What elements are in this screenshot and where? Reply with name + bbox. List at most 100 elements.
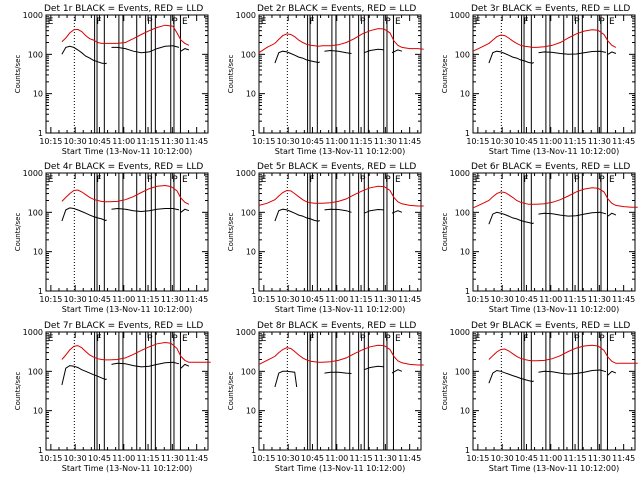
interval-flag-letter: P [360, 17, 366, 27]
x-tick-label: 11:15 [564, 454, 587, 463]
panel-title: Det 6r BLACK = Events, RED = LLD [471, 162, 630, 172]
y-tick-label: 1000 [236, 328, 256, 337]
interval-flag-letter: P [147, 334, 153, 344]
interval-flag-letter: E [475, 17, 481, 27]
plot-frame [472, 14, 636, 134]
y-tick-label: 100 [241, 208, 256, 217]
x-tick-label: 10:30 [491, 137, 514, 146]
interval-flag-letter: P [599, 175, 605, 185]
x-tick-label: 10:45 [301, 454, 324, 463]
events-series-line [111, 45, 180, 54]
y-tick-label: 1 [465, 129, 470, 138]
y-axis-label: Counts/sec [441, 55, 449, 94]
interval-flag-letter: E [395, 17, 401, 27]
y-tick-label: 100 [241, 367, 256, 376]
plot-frame [472, 172, 636, 292]
lld-series-line [472, 187, 638, 209]
interval-flag-letter: P [147, 17, 153, 27]
interval-flag-letter: P [147, 175, 153, 185]
events-series-line [391, 210, 403, 214]
x-tick-label: 11:30 [374, 454, 397, 463]
events-series-line [180, 208, 190, 213]
interval-flag-letter: E [261, 334, 267, 344]
interval-flag-letter: F [309, 175, 314, 185]
x-tick-label: 10:30 [491, 295, 514, 304]
x-tick-label: 10:15 [39, 295, 62, 304]
events-series-line [61, 45, 107, 65]
events-series-line [538, 369, 607, 375]
x-tick-label: 10:30 [277, 454, 300, 463]
events-series-line [324, 371, 352, 374]
x-tick-label: 10:45 [88, 137, 111, 146]
x-axis-label: Start Time (13-Nov-11 10:12:00) [62, 464, 192, 473]
lld-series-line [258, 28, 424, 54]
interval-flag-letter: P [360, 334, 366, 344]
x-tick-label: 11:00 [112, 295, 135, 304]
interval-flag-letter: P [574, 17, 580, 27]
x-tick-label: 11:30 [374, 137, 397, 146]
events-series-line [111, 361, 180, 368]
x-axis-label: Start Time (13-Nov-11 10:12:00) [275, 305, 405, 314]
x-tick-label: 11:15 [350, 137, 373, 146]
x-tick-label: 10:30 [64, 454, 87, 463]
y-tick-label: 100 [455, 208, 470, 217]
panel-title: Det 2r BLACK = Events, RED = LLD [257, 4, 416, 14]
y-axis-label: Counts/sec [14, 372, 22, 411]
events-series-line [274, 50, 320, 64]
interval-flag-letter: E [48, 17, 54, 27]
interval-flag-letter: F [309, 17, 314, 27]
interval-flag-letter: F [96, 17, 101, 27]
interval-flag-letter: P [599, 17, 605, 27]
x-tick-label: 11:30 [161, 137, 184, 146]
x-tick-label: 11:00 [112, 137, 135, 146]
y-tick-label: 1000 [23, 328, 43, 337]
interval-flag-letter: E [182, 17, 188, 27]
y-axis-label: Counts/sec [227, 55, 235, 94]
panel-grid: Det 1r BLACK = Events, RED = LLD 1 10 100 10… [14, 4, 638, 473]
lld-series-line [472, 29, 617, 52]
y-tick-label: 1 [251, 287, 256, 296]
detector-panel: Det 7r BLACK = Events, RED = LLD 1 10 100 10… [14, 321, 211, 473]
x-tick-label: 10:30 [64, 137, 87, 146]
interval-flag-letter: P [385, 334, 391, 344]
panel-title: Det 3r BLACK = Events, RED = LLD [471, 4, 630, 14]
x-axis-label: Start Time (13-Nov-11 10:12:00) [62, 305, 192, 314]
y-axis-label: Counts/sec [441, 213, 449, 252]
interval-flag-letter: P [360, 175, 366, 185]
x-tick-label: 10:45 [515, 454, 538, 463]
x-tick-label: 11:15 [137, 454, 160, 463]
panel-title: Det 9r BLACK = Events, RED = LLD [471, 321, 630, 331]
interval-flag-letter: F [309, 334, 314, 344]
x-tick-label: 11:45 [612, 295, 635, 304]
detector-panel: Det 2r BLACK = Events, RED = LLD 1 10 100 10… [227, 4, 424, 156]
plot-frame [45, 172, 209, 292]
events-series-line [538, 50, 607, 55]
interval-flag-letter: P [574, 334, 580, 344]
interval-flag-letter: E [475, 175, 481, 185]
x-tick-label: 11:15 [137, 295, 160, 304]
events-series-line [111, 207, 180, 213]
x-tick-label: 11:00 [539, 454, 562, 463]
y-axis-label: Counts/sec [441, 372, 449, 411]
y-tick-label: 1000 [450, 11, 470, 20]
events-series-line [488, 50, 534, 64]
events-series-line [607, 51, 617, 55]
plot-frame [45, 331, 209, 451]
x-axis-label: Start Time (13-Nov-11 10:12:00) [62, 147, 192, 156]
interval-flag-letter: E [609, 17, 615, 27]
interval-flag-letter: P [172, 175, 178, 185]
panel-title: Det 4r BLACK = Events, RED = LLD [44, 162, 203, 172]
events-series-line [607, 370, 617, 376]
detector-panel: Det 9r BLACK = Events, RED = LLD 1 10 100 10… [441, 321, 638, 473]
y-tick-label: 1 [251, 129, 256, 138]
lld-series-line [258, 185, 424, 207]
x-tick-label: 10:45 [515, 137, 538, 146]
x-tick-label: 11:30 [588, 295, 611, 304]
events-series-line [364, 48, 385, 54]
y-tick-label: 1 [38, 287, 43, 296]
interval-flag-letter: P [385, 17, 391, 27]
panel-title: Det 5r BLACK = Events, RED = LLD [257, 162, 416, 172]
y-tick-label: 10 [33, 407, 43, 416]
